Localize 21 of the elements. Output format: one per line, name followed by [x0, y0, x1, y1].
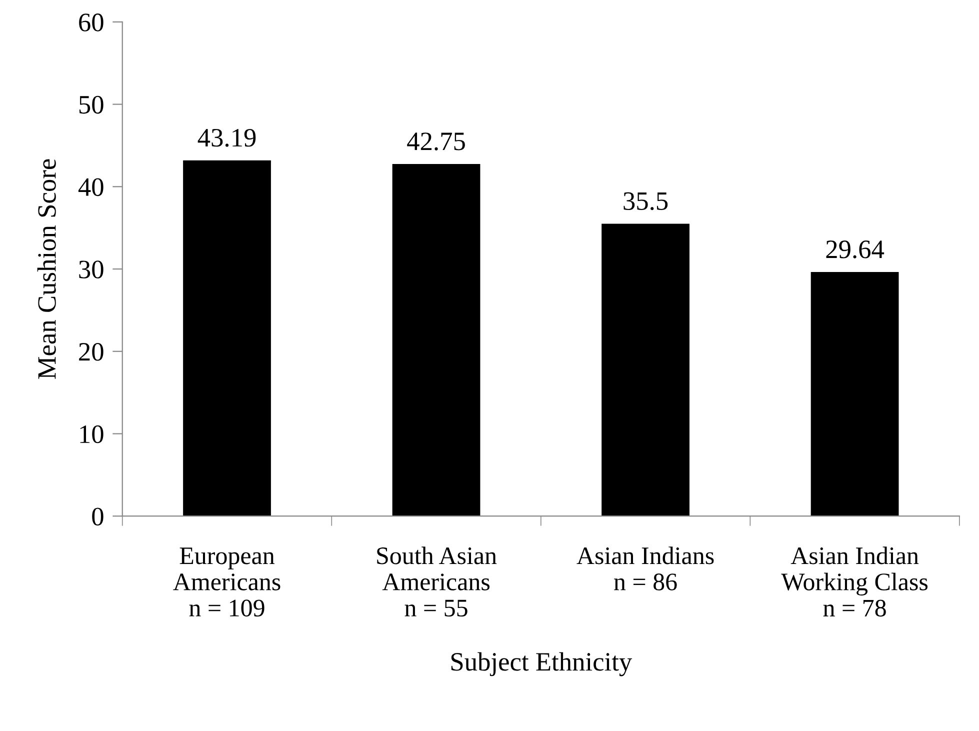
bar — [183, 160, 271, 516]
bar — [392, 164, 480, 516]
x-axis-title: Subject Ethnicity — [451, 652, 632, 676]
data-label: 43.19 — [198, 128, 256, 147]
x-tick-label: Asian Indians n = 86 — [576, 546, 714, 590]
y-tick-label: 0 — [92, 508, 104, 526]
y-tick-label: 50 — [79, 96, 104, 114]
x-tick-label: European Americans n = 109 — [173, 548, 280, 617]
data-label: 35.5 — [624, 192, 668, 210]
bar — [810, 272, 899, 516]
bar — [602, 224, 690, 516]
y-axis-title: Mean Cushion Score — [37, 159, 56, 379]
y-tick-label: 30 — [79, 260, 104, 278]
x-tick-label: South Asian Americans n = 55 — [377, 546, 497, 617]
x-tick-label: Asian Indian Working Class n = 78 — [781, 546, 928, 617]
y-tick-label: 40 — [78, 178, 104, 196]
y-tick-label: 60 — [79, 14, 104, 32]
y-tick-label: 20 — [79, 342, 104, 361]
data-label: 29.64 — [826, 240, 884, 258]
data-label: 42.75 — [407, 132, 465, 150]
y-tick-label: 10 — [80, 425, 104, 444]
